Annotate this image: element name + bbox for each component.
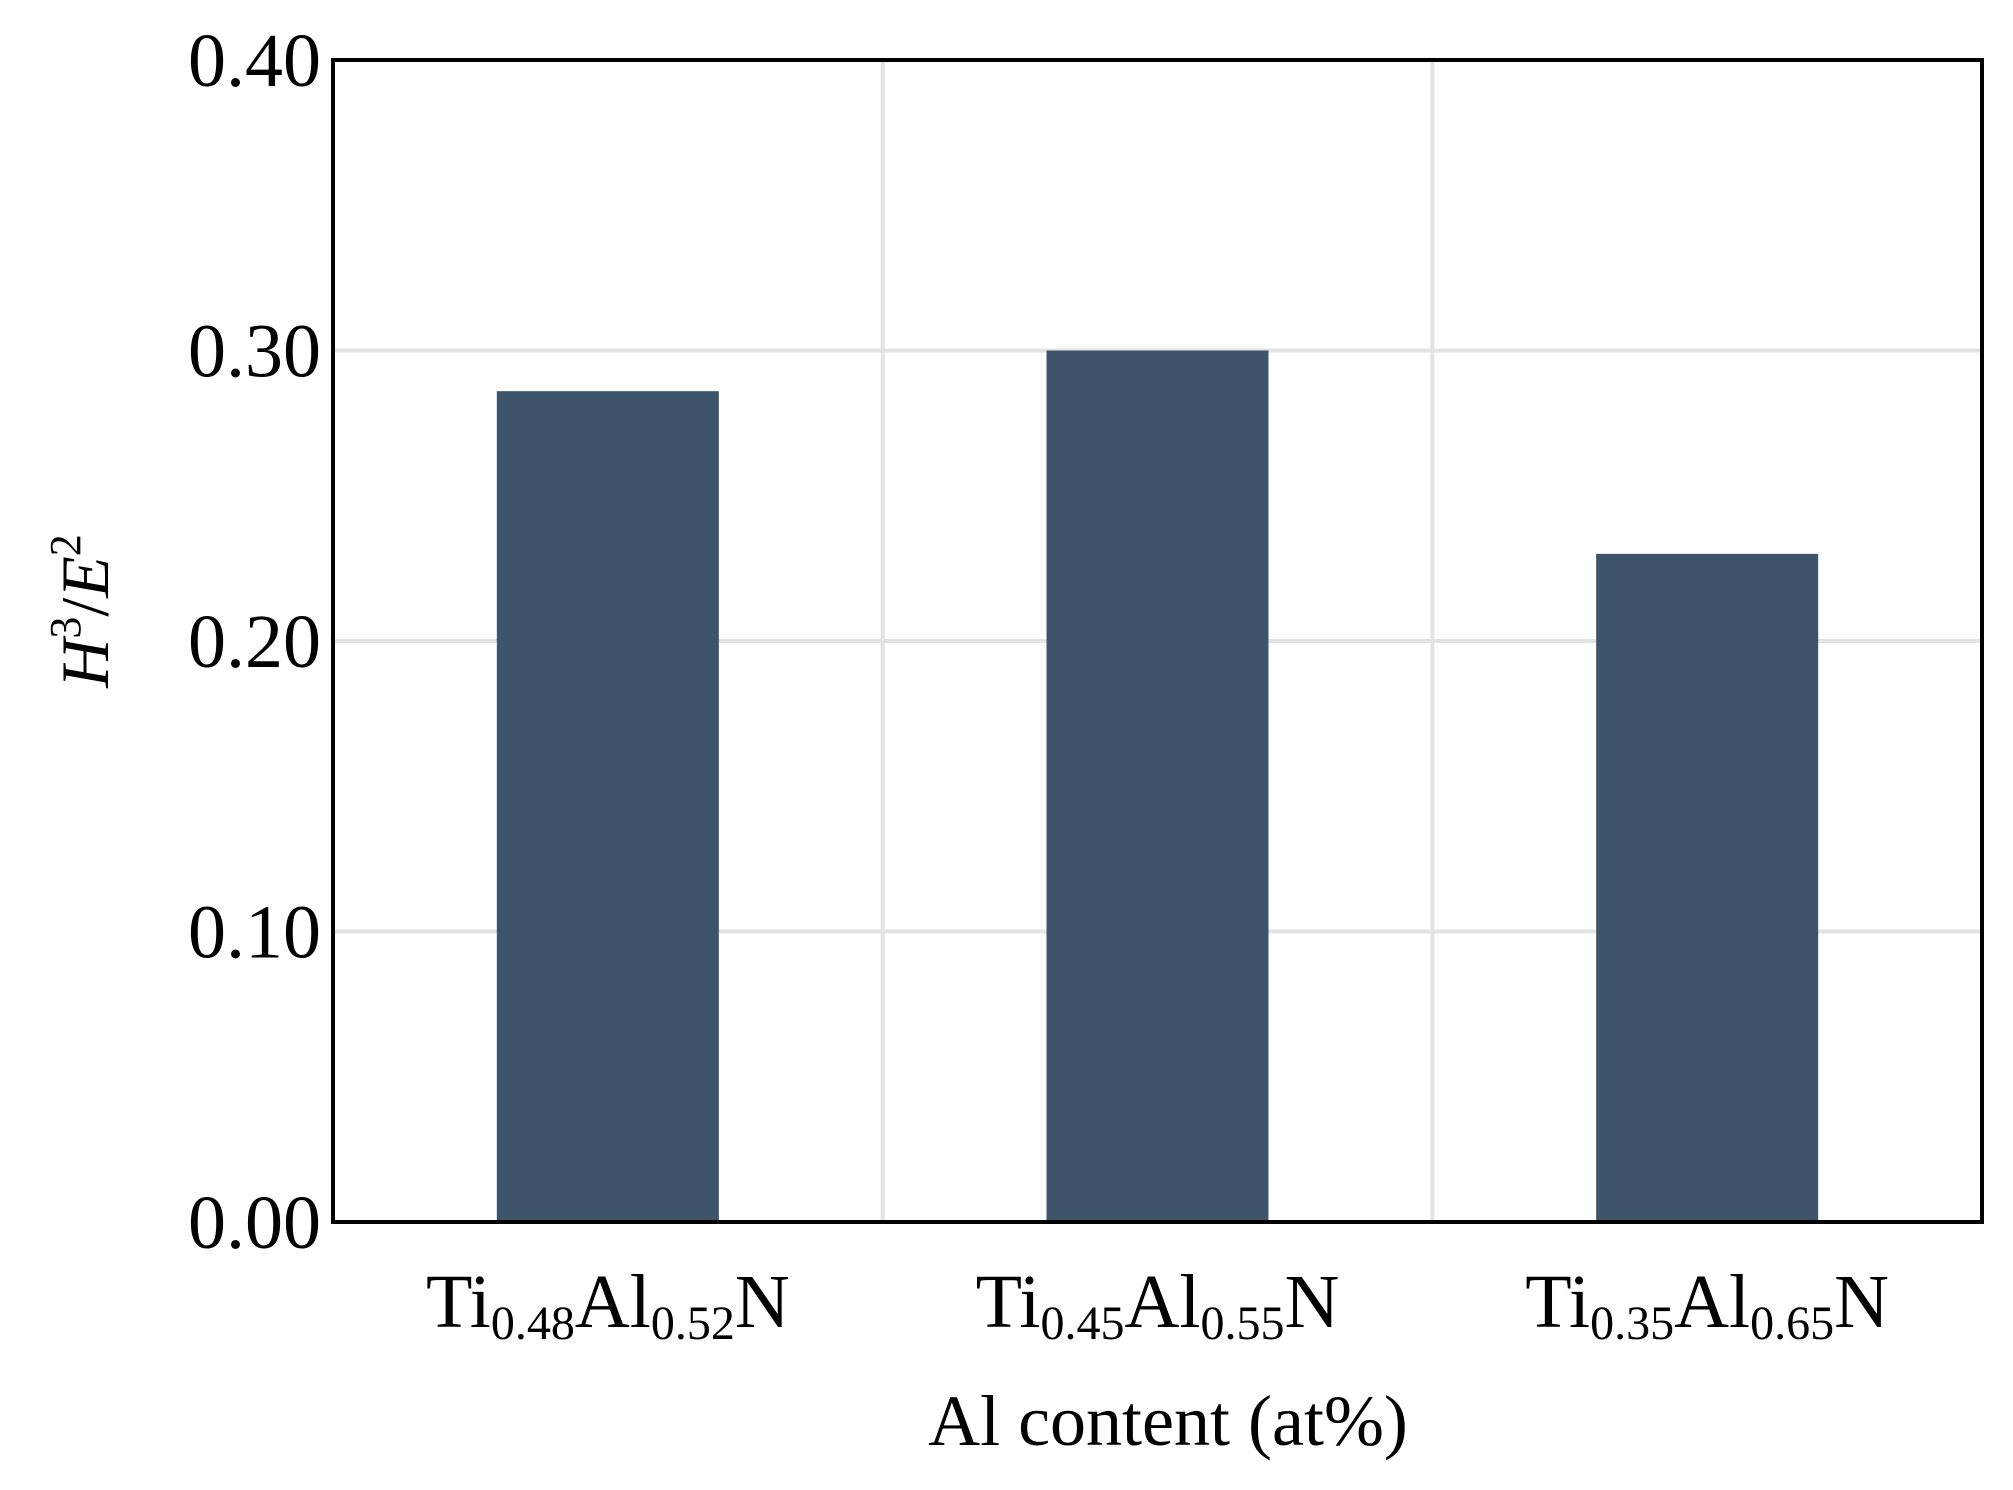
plot-frame — [331, 58, 1984, 1224]
x-axis-title: Al content (at%) — [928, 1381, 1408, 1461]
bars — [496, 350, 1819, 1222]
y-axis-title-h: H — [47, 635, 123, 689]
y-axis-title: H3/E2 — [41, 534, 123, 689]
y-axis-title-e-exponent: 2 — [41, 534, 90, 556]
x-tick-label: Ti0.45Al0.55N — [976, 1260, 1340, 1350]
y-axis-ticks: 0.00 0.10 0.20 0.30 0.40 — [188, 19, 321, 1265]
y-tick-label: 0.10 — [188, 891, 321, 975]
x-tick-label: Ti0.48Al0.52N — [426, 1260, 790, 1350]
y-tick-label: 0.00 — [188, 1181, 321, 1265]
y-tick-label: 0.30 — [188, 310, 321, 394]
x-axis-ticks: Ti0.48Al0.52N Ti0.45Al0.55N Ti0.35Al0.65N — [426, 1260, 1889, 1350]
bar-3 — [1596, 553, 1819, 1222]
y-axis-title-slash: / — [47, 598, 123, 617]
y-tick-label: 0.20 — [188, 600, 321, 684]
y-axis-title-h-exponent: 3 — [41, 617, 90, 639]
y-tick-label: 0.40 — [188, 19, 321, 103]
y-axis-title-e: E — [47, 556, 123, 599]
bar-1 — [496, 391, 719, 1222]
x-tick-label: Ti0.35Al0.65N — [1525, 1260, 1889, 1350]
bar-2 — [1046, 350, 1269, 1222]
